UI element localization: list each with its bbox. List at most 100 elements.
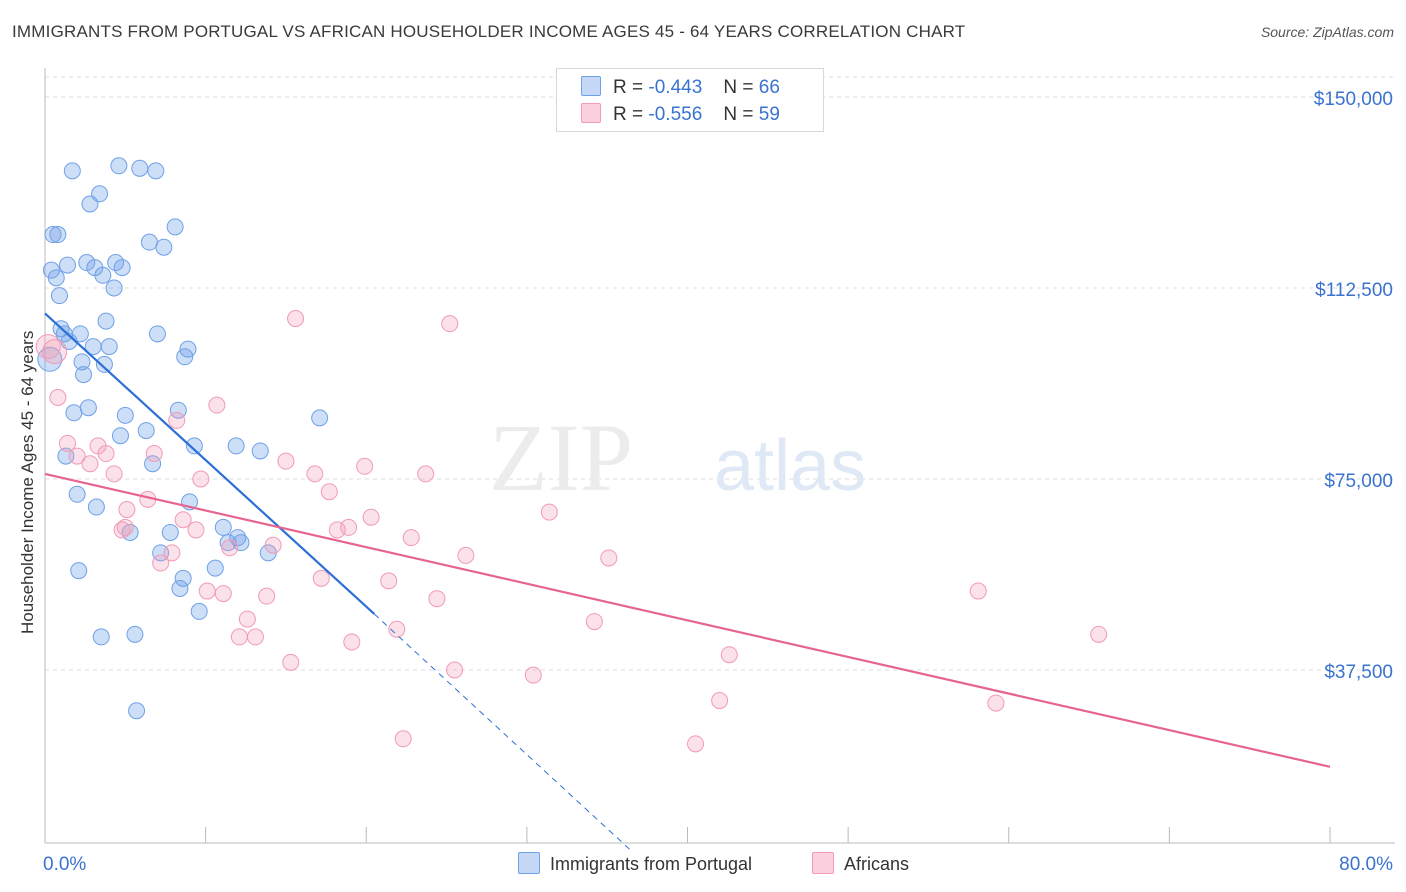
africans-point xyxy=(221,539,239,557)
watermark-zip: ZIP xyxy=(489,404,633,511)
africans-point xyxy=(524,666,542,684)
africans-point xyxy=(417,465,435,483)
axes xyxy=(44,68,1395,844)
africans-point xyxy=(97,445,115,463)
portugal-point xyxy=(227,437,245,455)
series-portugal-points xyxy=(37,157,329,720)
watermark-atlas: atlas xyxy=(714,426,866,506)
africans-point xyxy=(446,661,464,679)
portugal-point xyxy=(179,340,197,358)
africans-point xyxy=(277,452,295,470)
africans-point xyxy=(116,518,134,536)
africans-point xyxy=(380,572,398,590)
portugal-point xyxy=(97,312,115,330)
africans-legend-swatch xyxy=(812,852,834,874)
africans-point xyxy=(113,521,131,539)
africans-point xyxy=(214,585,232,603)
portugal-point xyxy=(111,427,129,445)
portugal-point xyxy=(58,256,76,274)
portugal-point xyxy=(47,269,65,287)
portugal-point xyxy=(171,580,189,598)
portugal-point xyxy=(70,562,88,580)
africans-point xyxy=(428,590,446,608)
chart-title: IMMIGRANTS FROM PORTUGAL VS AFRICAN HOUS… xyxy=(12,22,966,41)
africans-point xyxy=(49,389,67,407)
legend-n-value-portugal: 66 xyxy=(758,77,780,98)
y-tick-label: $112,500 xyxy=(1315,280,1393,301)
portugal-point xyxy=(95,355,113,373)
africans-point xyxy=(168,411,186,429)
portugal-point xyxy=(105,279,123,297)
trend-lines xyxy=(44,312,1331,852)
africans-point xyxy=(711,692,729,710)
legend-row-portugal: R = -0.443 N = 66 xyxy=(581,76,780,99)
y-tick-label: $37,500 xyxy=(1324,662,1393,683)
portugal-point xyxy=(148,325,166,343)
y-axis-label: Householder Income Ages 45 - 64 years xyxy=(18,330,37,634)
legend-r-value-africans: -0.556 xyxy=(648,104,703,125)
portugal-point xyxy=(161,523,179,541)
africans-point xyxy=(340,518,358,536)
africans-point xyxy=(687,735,705,753)
africans-point xyxy=(174,511,192,529)
africans-point xyxy=(145,445,163,463)
africans-point xyxy=(163,544,181,562)
africans-point xyxy=(328,521,346,539)
legend-n-value-africans: 59 xyxy=(758,104,780,125)
series-africans-points xyxy=(35,310,1108,753)
portugal-swatch xyxy=(581,76,601,96)
portugal-point xyxy=(128,702,146,720)
africans-point xyxy=(356,457,374,475)
legend-r-value-portugal: -0.443 xyxy=(648,77,703,98)
y-tick-label: $150,000 xyxy=(1314,89,1393,110)
africans-point xyxy=(343,633,361,651)
legend-row-africans: R = -0.556 N = 59 xyxy=(581,103,780,126)
africans-point xyxy=(394,730,412,748)
africans-point xyxy=(987,694,1005,712)
africans-point xyxy=(68,447,86,465)
portugal-point xyxy=(68,485,86,503)
portugal-point xyxy=(166,218,184,236)
legend-r-label: R = xyxy=(613,104,644,125)
portugal-point xyxy=(311,409,329,427)
portugal-point xyxy=(214,518,232,536)
portugal-point xyxy=(113,259,131,277)
x-tick-label: 80.0% xyxy=(1339,854,1393,875)
africans-point xyxy=(312,569,330,587)
portugal-point xyxy=(174,569,192,587)
portugal-point xyxy=(92,628,110,646)
africans-point xyxy=(187,521,205,539)
y-tick-labels: $37,500 $75,000 $112,500 $150,000 xyxy=(1314,89,1393,683)
portugal-point xyxy=(190,602,208,620)
portugal-point xyxy=(79,399,97,417)
africans-point xyxy=(720,646,738,664)
portugal-point xyxy=(50,287,68,305)
portugal-point xyxy=(78,254,96,272)
africans-point xyxy=(246,628,264,646)
gridlines xyxy=(45,76,1395,671)
africans-point xyxy=(258,587,276,605)
portugal-legend-label: Immigrants from Portugal xyxy=(550,854,753,874)
africans-trend-line xyxy=(44,472,1331,768)
portugal-point xyxy=(91,185,109,203)
africans-point xyxy=(540,503,558,521)
bottom-legend-africans: Africans xyxy=(812,852,909,875)
africans-point xyxy=(457,546,475,564)
x-tick-label: 0.0% xyxy=(43,854,86,875)
portugal-point xyxy=(116,406,134,424)
africans-point xyxy=(152,554,170,572)
portugal-point xyxy=(185,437,203,455)
africans-point xyxy=(600,549,618,567)
legend-n-label: N = xyxy=(723,104,754,125)
africans-point xyxy=(282,653,300,671)
africans-point xyxy=(198,582,216,600)
africans-point xyxy=(58,434,76,452)
africans-legend-label: Africans xyxy=(844,854,910,874)
portugal-point xyxy=(110,157,128,175)
africans-point xyxy=(1090,625,1108,643)
portugal-point xyxy=(137,422,155,440)
portugal-trend-line xyxy=(44,312,376,615)
portugal-point xyxy=(251,442,269,460)
africans-point xyxy=(118,501,136,519)
